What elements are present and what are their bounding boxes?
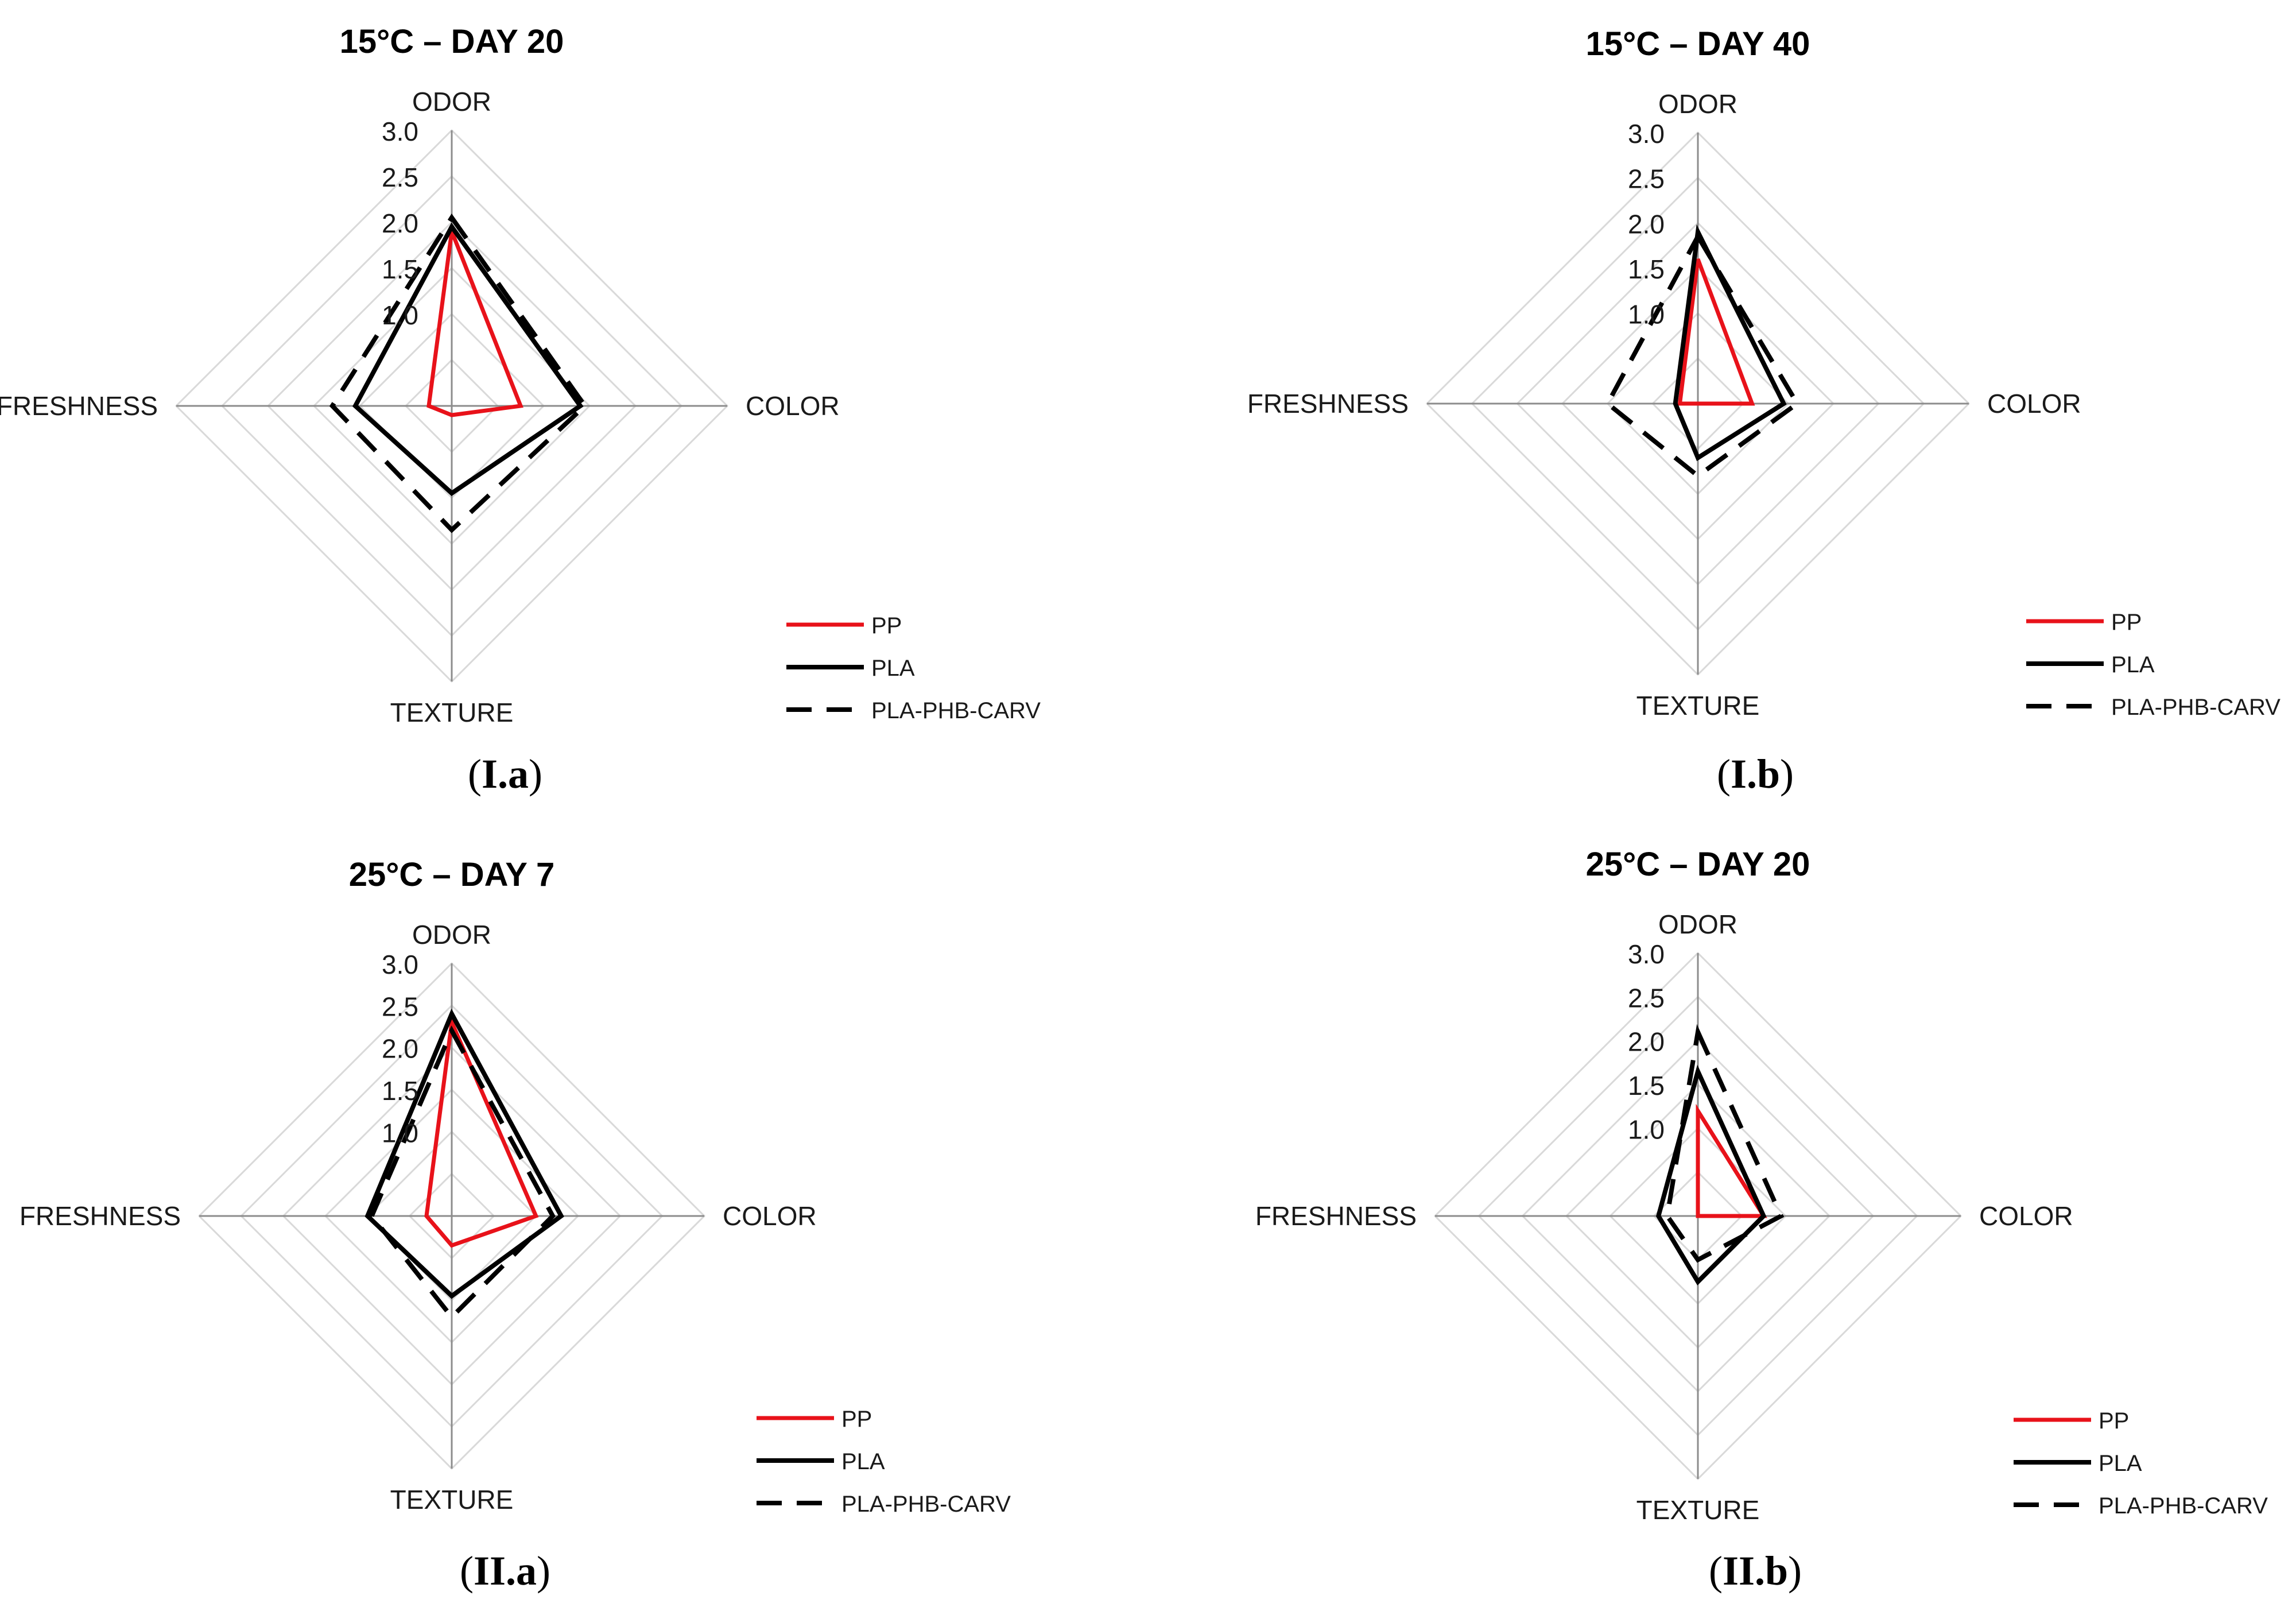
axis-label-freshness: FRESHNESS: [0, 391, 158, 421]
axis-label-color: COLOR: [746, 391, 840, 421]
legend: PP PLA PLA-PHB-CARV: [2026, 610, 2281, 720]
axis-label-freshness: FRESHNESS: [1247, 389, 1409, 419]
caption-label: I.b: [1731, 751, 1780, 797]
series-pp-line: [1677, 258, 1755, 406]
caption-open: (: [460, 1548, 474, 1594]
caption-close: ): [1788, 1548, 1802, 1594]
chart-title: 15°C – DAY 40: [1586, 25, 1810, 63]
legend-label-pp: PP: [841, 1407, 872, 1432]
series-pla-line: [1673, 224, 1787, 462]
caption-label: II.b: [1723, 1548, 1788, 1594]
series-pla-phb-carv-line: [1604, 231, 1801, 479]
legend-label-pp: PP: [2111, 610, 2142, 635]
caption-open: (: [468, 751, 482, 797]
legend: PP PLA PLA-PHB-CARV: [2014, 1408, 2268, 1519]
axis-label-odor: ODOR: [412, 920, 491, 950]
caption-open: (: [1709, 1548, 1723, 1594]
radar-chart-4: 3.0 2.5 2.0 1.5 1.0 ODOR COLOR TEXTURE FRESHNESS…: [1255, 846, 2268, 1594]
legend: PP PLA PLA-PHB-CARV: [757, 1407, 1011, 1517]
series-pp-line: [426, 223, 523, 417]
series-pla-phb-carv-line: [369, 1025, 556, 1321]
radar-chart-1: 3.0 2.5 2.0 1.5 1.0 ODOR COLOR TEXTURE FRESHNESS…: [0, 23, 1041, 797]
axis-label-odor: ODOR: [1658, 89, 1737, 119]
legend-label-pla: PLA: [2099, 1451, 2142, 1476]
axis-label-odor: ODOR: [1658, 909, 1737, 939]
series-pla-line: [352, 222, 584, 497]
tick-label: 2.0: [382, 208, 418, 238]
tick-label: 2.5: [382, 992, 418, 1021]
axis-label-freshness: FRESHNESS: [1255, 1201, 1417, 1231]
series-pla-line: [1655, 1064, 1767, 1285]
radar-chart-3: 3.0 2.5 2.0 1.5 1.0 ODOR COLOR TEXTURE FRESHNESS…: [20, 856, 1011, 1594]
legend-label-pp: PP: [2099, 1408, 2129, 1434]
caption-close: ): [529, 751, 542, 797]
axis-label-texture: TEXTURE: [1636, 691, 1760, 721]
legend-label-pla: PLA: [871, 656, 915, 681]
axis-label-texture: TEXTURE: [1636, 1495, 1760, 1525]
axis-label-color: COLOR: [1979, 1201, 2073, 1231]
series-pla-phb-carv-line: [1665, 1024, 1785, 1263]
legend-label-pla-phb-carv: PLA-PHB-CARV: [871, 698, 1041, 723]
legend-label-pla: PLA: [2111, 652, 2155, 677]
axis-label-texture: TEXTURE: [390, 698, 514, 727]
panel-caption: (I.a): [468, 751, 542, 797]
legend: PP PLA PLA-PHB-CARV: [786, 613, 1041, 723]
legend-label-pla: PLA: [841, 1449, 885, 1474]
chart-title: 15°C – DAY 20: [340, 23, 564, 60]
axis-label-color: COLOR: [723, 1201, 817, 1231]
tick-label: 2.0: [1628, 1027, 1665, 1057]
tick-label: 2.5: [1628, 164, 1665, 194]
tick-label: 3.0: [382, 950, 418, 979]
series-pla-phb-carv-line: [329, 213, 588, 533]
series-pp-line: [424, 1014, 539, 1248]
series-pla-line: [364, 1008, 564, 1299]
legend-label-pla-phb-carv: PLA-PHB-CARV: [2099, 1493, 2268, 1519]
chart-title: 25°C – DAY 7: [349, 856, 555, 893]
tick-label: 2.5: [382, 162, 418, 192]
legend-label-pla-phb-carv: PLA-PHB-CARV: [841, 1492, 1011, 1517]
tick-label: 3.0: [1628, 119, 1665, 149]
caption-open: (: [1717, 751, 1731, 797]
panel-caption: (I.b): [1717, 751, 1794, 797]
tick-label: 3.0: [1628, 939, 1665, 969]
series-pp-line: [1696, 1103, 1767, 1218]
tick-label: 1.0: [1628, 300, 1665, 330]
tick-label: 2.0: [382, 1034, 418, 1064]
chart-title: 25°C – DAY 20: [1586, 846, 1810, 883]
legend-label-pp: PP: [871, 613, 902, 638]
axis-label-color: COLOR: [1987, 389, 2081, 419]
tick-label: 2.5: [1628, 983, 1665, 1013]
tick-label: 1.0: [1628, 1114, 1665, 1144]
panel-caption: (II.b): [1709, 1548, 1802, 1594]
caption-label: II.a: [474, 1548, 537, 1594]
tick-label: 3.0: [382, 117, 418, 146]
radar-chart-2: 3.0 2.5 2.0 1.5 1.0 ODOR COLOR TEXTURE FRESHNESS…: [1247, 25, 2281, 797]
axis-label-texture: TEXTURE: [390, 1485, 514, 1515]
axis-label-odor: ODOR: [412, 87, 491, 117]
tick-label: 2.0: [1628, 209, 1665, 239]
panel-caption: (II.a): [460, 1548, 550, 1594]
legend-label-pla-phb-carv: PLA-PHB-CARV: [2111, 695, 2281, 720]
caption-label: I.a: [482, 751, 529, 797]
tick-label: 1.5: [1628, 1071, 1665, 1101]
axis-label-freshness: FRESHNESS: [20, 1201, 181, 1231]
tick-label: 1.0: [382, 300, 418, 330]
caption-close: ): [1780, 751, 1794, 797]
caption-close: ): [537, 1548, 550, 1594]
tick-label: 1.5: [1628, 254, 1665, 284]
tick-label: 1.5: [382, 1076, 418, 1106]
tick-label: 1.0: [382, 1118, 418, 1148]
tick-label: 1.5: [382, 254, 418, 284]
